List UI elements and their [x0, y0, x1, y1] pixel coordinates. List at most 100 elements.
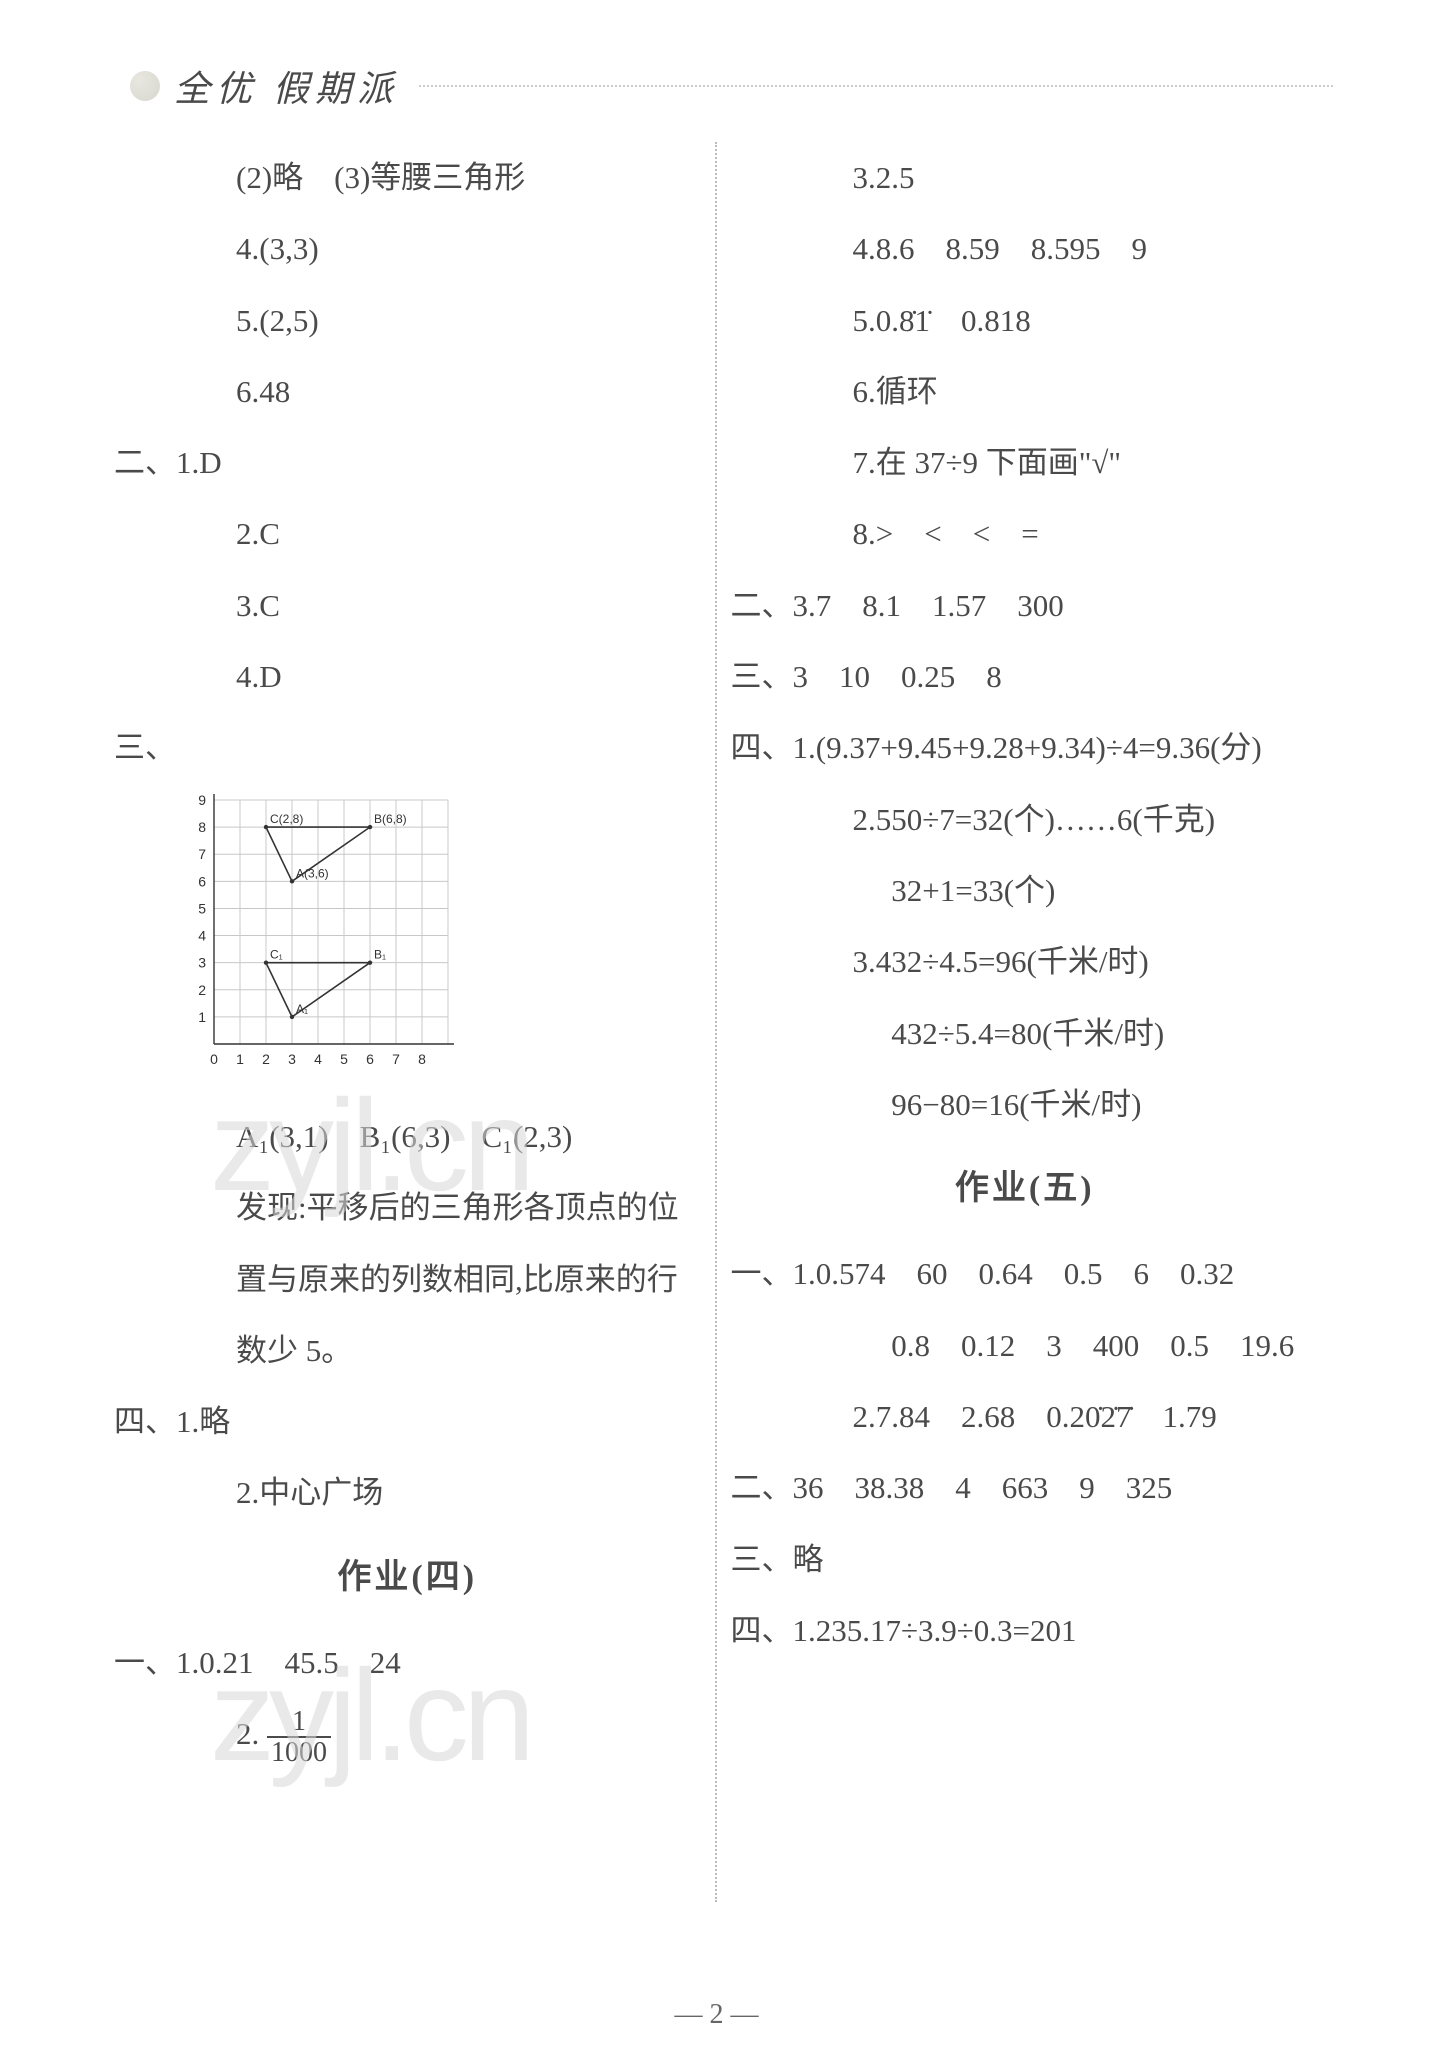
left-column: (2)略 (3)等腰三角形4.(3,3)5.(2,5)6.48二、1.D2.C3…	[100, 142, 717, 1902]
answer-line: 5.(2,5)	[114, 285, 701, 356]
section-label: 三、	[731, 1524, 793, 1595]
right-column: 3.2.54.8.6 8.59 8.595 95.0.8̇1̇ 0.8186.循…	[717, 142, 1334, 1902]
answer-line: 2.中心广场	[114, 1457, 701, 1528]
answer-text: 1.0.574 60 0.64 0.5 6 0.32	[793, 1256, 1235, 1291]
answer-line: 4.D	[114, 641, 701, 712]
title-decor-icon	[130, 71, 160, 101]
answer-text: 1.235.17÷3.9÷0.3=201	[793, 1613, 1077, 1648]
answer-line: 4.(3,3)	[114, 213, 701, 284]
answer-line: 四、1.(9.37+9.45+9.28+9.34)÷4=9.36(分)	[731, 712, 1320, 783]
answer-line: 32+1=33(个)	[731, 855, 1320, 926]
answer-line: 四、1.略	[114, 1386, 701, 1457]
chart-svg: 012345678123456789A(3,6)B(6,8)C(2,8)A₁B₁…	[178, 790, 458, 1070]
svg-text:C(2,8): C(2,8)	[270, 812, 303, 826]
answer-line: 2.C	[114, 498, 701, 569]
homework-5-title: 作业(五)	[731, 1150, 1320, 1228]
coordinate-chart: 012345678123456789A(3,6)B(6,8)C(2,8)A₁B₁…	[178, 790, 701, 1095]
section-label: 四、	[731, 1595, 793, 1666]
answer-line: 3.C	[114, 570, 701, 641]
answer-line: 二、3.7 8.1 1.57 300	[731, 570, 1320, 641]
answer-line: 0.8 0.12 3 400 0.5 19.6	[731, 1310, 1320, 1381]
left-pre-chart-block: (2)略 (3)等腰三角形4.(3,3)5.(2,5)6.48二、1.D2.C3…	[114, 142, 701, 784]
answer-text: 36 38.38 4 663 9 325	[793, 1470, 1173, 1505]
svg-text:2: 2	[262, 1051, 270, 1067]
section-label: 二、	[731, 570, 793, 641]
answer-line: 二、1.D	[114, 427, 701, 498]
answer-line: 8.> < < =	[731, 498, 1320, 569]
section-label: 一、	[114, 1627, 176, 1698]
section-label: 四、	[114, 1386, 176, 1457]
answer-text: 3.7 8.1 1.57 300	[793, 588, 1064, 623]
svg-text:7: 7	[392, 1051, 400, 1067]
answer-line: 一、1.0.574 60 0.64 0.5 6 0.32	[731, 1238, 1320, 1309]
answer-line: 三、3 10 0.25 8	[731, 641, 1320, 712]
answer-line: 3.2.5	[731, 142, 1320, 213]
svg-text:6: 6	[366, 1051, 374, 1067]
answer-line: 三、略	[731, 1524, 1320, 1595]
svg-text:5: 5	[198, 900, 206, 916]
fraction: 1 1000	[267, 1707, 331, 1768]
svg-text:3: 3	[198, 954, 206, 970]
answer-line: 2.550÷7=32(个)……6(千克)	[731, 784, 1320, 855]
left-post-chart-block: A₁(3,1) B₁(6,3) C₁(2,3)发现:平移后的三角形各顶点的位置与…	[114, 1101, 701, 1529]
section-label: 四、	[731, 712, 793, 783]
answer-line: 四、1.235.17÷3.9÷0.3=201	[731, 1595, 1320, 1666]
svg-text:9: 9	[198, 792, 206, 808]
answer-text: 1.0.21 45.5 24	[176, 1645, 401, 1680]
answer-line: 4.8.6 8.59 8.595 9	[731, 213, 1320, 284]
svg-text:8: 8	[198, 819, 206, 835]
answer-line: 2.7.84 2.68 0.20̇2̇7̇ 1.79	[731, 1381, 1320, 1452]
answer-line: 二、36 38.38 4 663 9 325	[731, 1452, 1320, 1523]
answer-line: 6.循环	[731, 356, 1320, 427]
answer-text: 1.(9.37+9.45+9.28+9.34)÷4=9.36(分)	[793, 730, 1262, 765]
svg-text:7: 7	[198, 846, 206, 862]
title-dotted-line	[419, 85, 1333, 87]
answer-line: A₁(3,1) B₁(6,3) C₁(2,3)	[114, 1101, 701, 1172]
answer-line: 96−80=16(千米/时)	[731, 1069, 1320, 1140]
section-label: 二、	[731, 1452, 793, 1523]
svg-text:4: 4	[314, 1051, 322, 1067]
svg-text:A(3,6): A(3,6)	[296, 866, 329, 880]
page-footer: — 2 —	[0, 1999, 1433, 2031]
fraction-denominator: 1000	[267, 1738, 331, 1767]
answer-line: (2)略 (3)等腰三角形	[114, 142, 701, 213]
fraction-prefix: 2.	[236, 1716, 259, 1751]
svg-text:5: 5	[340, 1051, 348, 1067]
svg-text:1: 1	[236, 1051, 244, 1067]
svg-text:B(6,8): B(6,8)	[374, 812, 407, 826]
answer-line: 432÷5.4=80(千米/时)	[731, 998, 1320, 1069]
fraction-line: 2. 1 1000	[114, 1698, 701, 1769]
answer-text: 略	[793, 1542, 824, 1577]
answer-text: 1.D	[176, 445, 222, 480]
page-title: 全优 假期派	[130, 60, 1333, 112]
right-main-block: 3.2.54.8.6 8.59 8.595 95.0.8̇1̇ 0.8186.循…	[731, 142, 1320, 1140]
svg-text:4: 4	[198, 927, 206, 943]
svg-text:6: 6	[198, 873, 206, 889]
answer-line: 6.48	[114, 356, 701, 427]
svg-text:0: 0	[210, 1051, 218, 1067]
answer-line: 5.0.8̇1̇ 0.818	[731, 285, 1320, 356]
homework-4-block: 一、1.0.21 45.5 24	[114, 1627, 701, 1698]
svg-text:1: 1	[198, 1009, 206, 1025]
section-label: 三、	[731, 641, 793, 712]
section-label: 二、	[114, 427, 176, 498]
svg-text:8: 8	[418, 1051, 426, 1067]
svg-text:A₁: A₁	[296, 1002, 308, 1016]
answer-text: 3 10 0.25 8	[793, 659, 1002, 694]
two-column-layout: (2)略 (3)等腰三角形4.(3,3)5.(2,5)6.48二、1.D2.C3…	[100, 142, 1333, 1902]
answer-line: 一、1.0.21 45.5 24	[114, 1627, 701, 1698]
fraction-numerator: 1	[267, 1707, 331, 1738]
answer-line: 数少 5。	[114, 1315, 701, 1386]
svg-text:C₁: C₁	[270, 947, 283, 961]
section-label: 一、	[731, 1238, 793, 1309]
page-title-text: 全优 假期派	[174, 60, 399, 112]
answer-line: 7.在 37÷9 下面画"√"	[731, 427, 1320, 498]
answer-line: 三、	[114, 712, 701, 783]
svg-text:2: 2	[198, 981, 206, 997]
answer-text: 1.略	[176, 1404, 230, 1439]
svg-text:B₁: B₁	[374, 947, 386, 961]
answer-line: 3.432÷4.5=96(千米/时)	[731, 926, 1320, 997]
section-label: 三、	[114, 712, 176, 783]
homework-4-title: 作业(四)	[114, 1539, 701, 1617]
answer-line: 发现:平移后的三角形各顶点的位	[114, 1172, 701, 1243]
